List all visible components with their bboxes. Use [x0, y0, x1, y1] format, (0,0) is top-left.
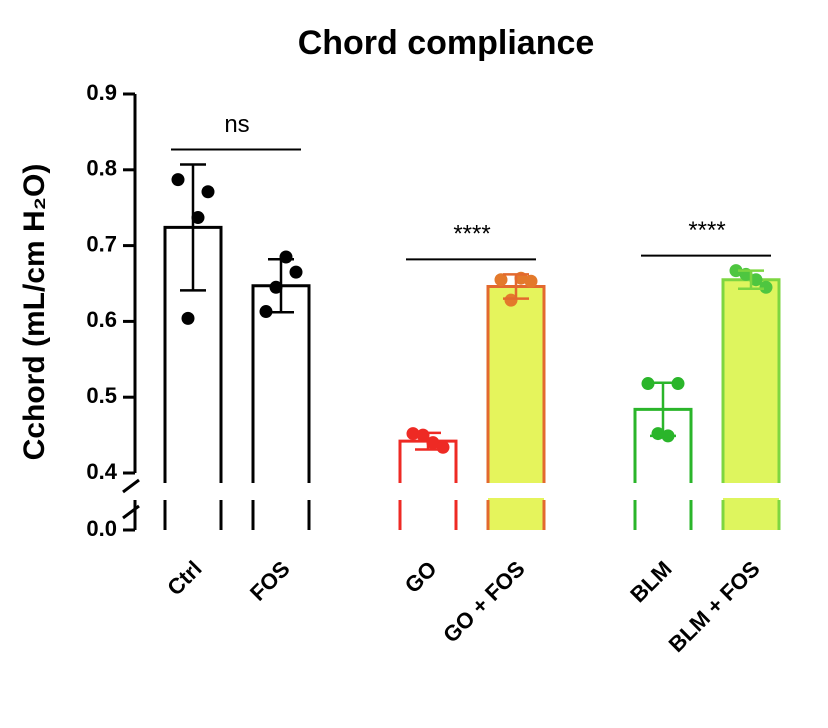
data-point	[641, 377, 655, 391]
bar-base	[400, 498, 456, 530]
y-tick-label: 0.9	[86, 80, 117, 105]
data-point	[671, 377, 685, 391]
data-point	[759, 280, 773, 294]
bar-base	[165, 498, 221, 530]
data-point	[269, 280, 283, 294]
bar	[721, 278, 781, 483]
data-point	[406, 427, 420, 441]
error-bar	[738, 269, 764, 291]
error-bar	[503, 273, 529, 300]
data-point	[259, 305, 273, 319]
data-point	[436, 440, 450, 454]
x-tick-label: GO	[400, 556, 442, 598]
data-point	[504, 293, 518, 307]
axis-break	[122, 504, 140, 520]
error-bar	[268, 257, 294, 314]
bar-base	[488, 498, 544, 530]
y-axis-label: Cchord (mL/cm H₂O)	[18, 164, 51, 461]
x-tick-label: BLM	[625, 556, 676, 607]
significance-label: ****	[453, 221, 490, 248]
data-point	[289, 265, 303, 279]
error-bar	[415, 431, 441, 451]
chart-title: Chord compliance	[298, 24, 595, 62]
y-tick-label: 0.5	[86, 383, 117, 408]
data-point	[426, 436, 440, 450]
bar-base	[253, 498, 309, 530]
x-tick-label: Ctrl	[162, 556, 206, 600]
bar	[486, 285, 546, 483]
y-tick-label: 0.0	[86, 516, 117, 541]
axis-break	[122, 478, 140, 494]
data-point	[171, 173, 185, 187]
significance-label: ****	[688, 217, 725, 244]
y-tick-label: 0.8	[86, 156, 117, 181]
y-tick-label: 0.7	[86, 231, 117, 256]
y-tick-label: 0.4	[86, 459, 117, 484]
x-tick-label: GO + FOS	[438, 556, 530, 648]
data-point	[201, 185, 215, 199]
bar-base	[723, 498, 779, 530]
y-tick-label: 0.6	[86, 307, 117, 332]
data-point	[494, 273, 508, 287]
data-point	[191, 211, 205, 225]
error-bar	[180, 163, 206, 292]
x-tick-label: BLM + FOS	[664, 556, 765, 657]
data-point	[524, 274, 538, 288]
x-tick-label: FOS	[245, 556, 295, 606]
data-point	[181, 311, 195, 325]
data-point	[749, 273, 763, 287]
significance-label: ns	[224, 111, 249, 138]
error-bar	[650, 381, 676, 438]
bar-base	[635, 498, 691, 530]
data-point	[729, 264, 743, 278]
